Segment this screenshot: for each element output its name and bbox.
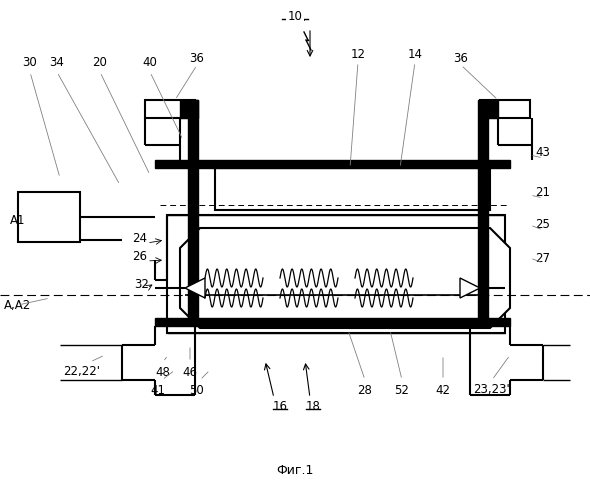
Text: 12: 12 [350,48,365,62]
Polygon shape [460,278,480,298]
Text: 25: 25 [536,218,550,232]
Text: 42: 42 [435,384,451,396]
Polygon shape [185,278,205,298]
Text: A,A2: A,A2 [4,298,32,312]
Text: 26: 26 [133,250,148,262]
Bar [480,100,530,118]
Bar [155,160,510,168]
Text: A1: A1 [10,214,26,226]
Text: 48: 48 [156,366,171,378]
Text: 14: 14 [408,48,422,62]
Text: 24: 24 [133,232,148,244]
Text: 32: 32 [135,278,149,291]
Text: 43: 43 [536,146,550,158]
Text: 46: 46 [182,366,198,378]
Text: 20: 20 [93,56,107,68]
Text: 52: 52 [395,384,409,396]
Bar [155,318,510,326]
Text: 16: 16 [273,400,287,413]
Bar [480,100,498,118]
Text: 22,22': 22,22' [64,366,100,378]
Bar [188,100,198,320]
Text: 30: 30 [22,56,37,68]
Text: 27: 27 [536,252,550,264]
Bar [145,100,195,118]
Text: 40: 40 [143,56,158,68]
Text: Фиг.1: Фиг.1 [276,464,314,476]
Text: 18: 18 [306,400,320,413]
Bar [167,215,505,333]
Bar [180,100,198,118]
Bar [215,168,490,210]
Text: 41: 41 [150,384,166,396]
Text: 23,23': 23,23' [474,384,510,396]
Text: 36: 36 [454,52,468,64]
Text: 50: 50 [189,384,204,396]
Text: 21: 21 [536,186,550,198]
Text: 28: 28 [358,384,372,396]
Text: 10: 10 [287,10,303,22]
Text: 34: 34 [50,56,64,68]
Text: 36: 36 [189,52,205,64]
Bar [18,192,80,242]
Polygon shape [180,228,510,328]
Bar [478,100,488,320]
